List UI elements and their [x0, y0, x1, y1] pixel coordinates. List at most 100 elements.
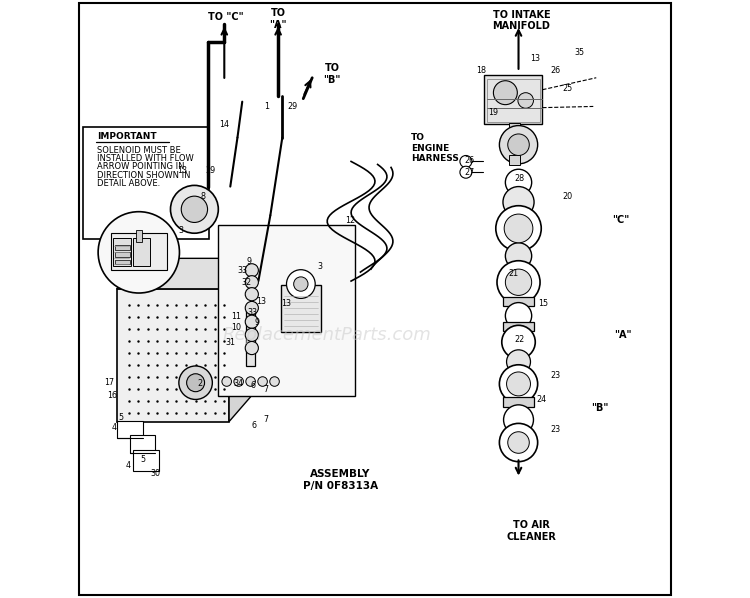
- Circle shape: [508, 134, 530, 155]
- Circle shape: [506, 269, 532, 295]
- Bar: [178, 196, 212, 222]
- Text: TO
ENGINE
HARNESS: TO ENGINE HARNESS: [411, 133, 459, 163]
- Text: 24: 24: [536, 395, 546, 404]
- Bar: [509, 123, 520, 132]
- Text: 6: 6: [251, 381, 256, 390]
- Bar: [247, 307, 255, 366]
- Text: 23: 23: [550, 371, 561, 380]
- Text: 7: 7: [263, 415, 268, 425]
- Text: 12: 12: [345, 215, 355, 225]
- Text: 29: 29: [287, 102, 298, 111]
- Text: 34: 34: [234, 379, 244, 389]
- Text: DETAIL ABOVE.: DETAIL ABOVE.: [97, 179, 160, 188]
- Text: 22: 22: [514, 335, 525, 344]
- Polygon shape: [229, 258, 256, 422]
- Circle shape: [506, 350, 530, 374]
- Text: ARROW POINTING IN: ARROW POINTING IN: [97, 162, 184, 172]
- Text: 31: 31: [225, 337, 236, 347]
- Bar: [509, 155, 520, 165]
- Circle shape: [506, 243, 532, 269]
- Circle shape: [504, 214, 532, 243]
- Circle shape: [503, 405, 533, 435]
- Text: 32: 32: [242, 277, 251, 287]
- Text: 13: 13: [530, 54, 540, 63]
- Text: 6: 6: [252, 421, 257, 431]
- Circle shape: [506, 303, 532, 329]
- Bar: [117, 421, 143, 438]
- Text: 13: 13: [256, 297, 266, 307]
- Bar: [503, 322, 534, 331]
- Circle shape: [506, 169, 532, 196]
- Text: 1: 1: [264, 102, 268, 111]
- Bar: [115, 245, 130, 250]
- Bar: [134, 238, 150, 266]
- Circle shape: [506, 372, 530, 396]
- Text: 4: 4: [111, 423, 116, 432]
- Text: 26: 26: [464, 155, 475, 165]
- Text: 33: 33: [248, 307, 257, 317]
- Text: INSTALLED WITH FLOW: INSTALLED WITH FLOW: [97, 154, 194, 163]
- Bar: [136, 230, 142, 242]
- Circle shape: [170, 185, 218, 233]
- Circle shape: [502, 325, 536, 359]
- Circle shape: [245, 276, 259, 289]
- Circle shape: [245, 288, 259, 301]
- Bar: [111, 233, 167, 270]
- Text: 25: 25: [562, 84, 573, 93]
- Circle shape: [187, 374, 205, 392]
- Bar: [503, 397, 534, 407]
- Circle shape: [500, 423, 538, 462]
- Bar: [484, 75, 542, 124]
- Text: 26: 26: [550, 66, 561, 75]
- Bar: [218, 225, 355, 396]
- Circle shape: [270, 377, 279, 386]
- Text: TO
"A": TO "A": [269, 8, 286, 30]
- Circle shape: [294, 277, 308, 291]
- Text: 19: 19: [488, 108, 499, 117]
- Bar: [117, 289, 229, 422]
- Text: 30: 30: [150, 469, 160, 478]
- Circle shape: [98, 212, 179, 293]
- Circle shape: [286, 270, 315, 298]
- Circle shape: [508, 432, 530, 453]
- Bar: [115, 252, 130, 257]
- Circle shape: [494, 81, 517, 105]
- Text: 4: 4: [126, 460, 131, 470]
- Bar: [130, 435, 155, 453]
- Circle shape: [246, 377, 256, 386]
- Text: 28: 28: [514, 173, 525, 183]
- Text: 10: 10: [231, 323, 242, 332]
- Text: "B": "B": [592, 403, 609, 413]
- Text: 13: 13: [178, 166, 188, 175]
- Text: 2: 2: [198, 379, 203, 389]
- Text: DIRECTION SHOWN IN: DIRECTION SHOWN IN: [97, 170, 190, 180]
- Text: 20: 20: [562, 191, 572, 201]
- Text: "C": "C": [612, 215, 629, 225]
- Text: 27: 27: [464, 167, 475, 177]
- Text: 13: 13: [281, 299, 292, 309]
- Text: 9: 9: [254, 318, 260, 328]
- Circle shape: [245, 264, 259, 277]
- Circle shape: [503, 187, 534, 218]
- Circle shape: [258, 377, 267, 386]
- Text: TO AIR
CLEANER: TO AIR CLEANER: [507, 520, 556, 542]
- Bar: [133, 450, 159, 471]
- Circle shape: [518, 93, 533, 108]
- Circle shape: [222, 377, 232, 386]
- Circle shape: [245, 315, 259, 328]
- Bar: [488, 79, 540, 122]
- Text: 29: 29: [206, 166, 216, 175]
- Text: 3: 3: [178, 225, 183, 235]
- Bar: [83, 127, 209, 239]
- Text: 8: 8: [200, 191, 206, 201]
- Text: 15: 15: [538, 299, 549, 309]
- Text: IMPORTANT: IMPORTANT: [97, 132, 157, 141]
- Text: 21: 21: [509, 269, 519, 279]
- Text: TO INTAKE
MANIFOLD: TO INTAKE MANIFOLD: [493, 10, 550, 31]
- Text: ASSEMBLY
P/N 0F8313A: ASSEMBLY P/N 0F8313A: [303, 469, 378, 491]
- Circle shape: [460, 155, 472, 167]
- Bar: [113, 238, 131, 266]
- Text: SOLENOID MUST BE: SOLENOID MUST BE: [97, 145, 181, 155]
- Text: 35: 35: [574, 48, 584, 57]
- Circle shape: [497, 261, 540, 304]
